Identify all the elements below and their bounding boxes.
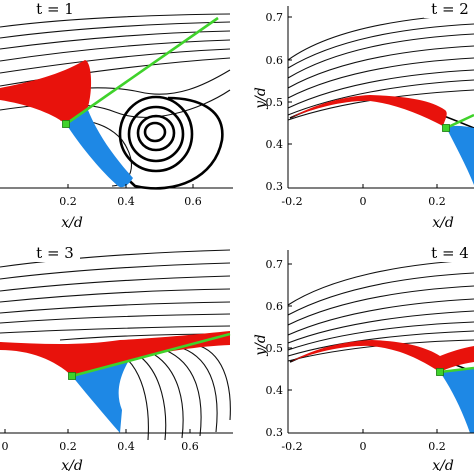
x-tick-label: -0.2: [281, 440, 302, 453]
green-marker-t2: [442, 124, 450, 132]
x-tick-label: -0.2: [281, 195, 302, 208]
green-line-t3: [71, 332, 231, 378]
y-tick-label: 0.6: [266, 300, 284, 313]
streamlines-t3: [0, 249, 231, 441]
blue-region-t3: [72, 362, 128, 433]
x-tick-label: 0.2: [428, 440, 446, 453]
panel-title: t = 3: [36, 244, 74, 262]
red-region-t4: [290, 340, 474, 372]
y-tick-label: 0.5: [266, 96, 284, 109]
x-tick-label: 0.4: [117, 440, 135, 453]
x-tick-label: 0.6: [181, 440, 199, 453]
x-axis-label: x/d: [61, 215, 83, 231]
blue-region-t1: [66, 110, 133, 188]
streamlines-t2: [287, 13, 474, 121]
panel-title: t = 1: [36, 0, 74, 18]
x-tick-label: 0.2: [59, 195, 77, 208]
red-region-t2: [290, 95, 447, 126]
axes-t1: 0.2 0.4 0.6 x/d: [0, 184, 233, 231]
x-tick-label: 0.6: [184, 195, 202, 208]
red-region-t3: [0, 331, 230, 376]
y-tick-label: 0.5: [266, 342, 284, 355]
red-region-t1: [0, 60, 92, 124]
panel-t4: 0.7 0.6 0.5 0.4 0.3 -0.2 0 0.2 x/d y/d t…: [253, 244, 474, 474]
y-tick-label: 0.3: [266, 180, 284, 193]
x-axis-label: x/d: [432, 458, 454, 474]
panel-t2: 0.7 0.6 0.5 0.4 0.3 -0.2 0 0.2 x/d y/d t…: [253, 0, 474, 231]
axes-t4: 0.7 0.6 0.5 0.4 0.3 -0.2 0 0.2 x/d y/d: [253, 250, 474, 474]
y-tick-label: 0.3: [266, 426, 284, 439]
green-marker-t3: [68, 372, 76, 380]
y-axis-label: y/d: [253, 334, 269, 357]
x-axis-label: x/d: [61, 458, 83, 474]
streamlines-t4: [287, 259, 474, 362]
y-tick-label: 0.4: [266, 384, 284, 397]
green-line-t4: [439, 366, 474, 374]
x-tick-label: 0: [2, 440, 9, 453]
green-line-t1: [65, 16, 219, 126]
panel-title: t = 2: [431, 0, 469, 18]
y-tick-label: 0.6: [266, 54, 284, 67]
y-axis-label: y/d: [253, 87, 269, 110]
panel-title: t = 4: [431, 244, 469, 262]
x-tick-label: 0.2: [428, 195, 446, 208]
blue-region-t2: [446, 125, 474, 185]
blue-region-t4: [440, 368, 474, 433]
x-tick-label: 0.2: [59, 440, 77, 453]
x-tick-label: 0.4: [117, 195, 135, 208]
x-tick-label: 0: [360, 195, 367, 208]
x-tick-label: 0: [360, 440, 367, 453]
panel-t1: 0.2 0.4 0.6 x/d t = 1: [0, 0, 233, 231]
y-tick-label: 0.7: [266, 258, 284, 271]
y-tick-label: 0.7: [266, 11, 284, 24]
axes-t2: 0.7 0.6 0.5 0.4 0.3 -0.2 0 0.2 x/d y/d: [253, 6, 474, 231]
x-axis-label: x/d: [432, 215, 454, 231]
green-line-t2: [445, 113, 474, 130]
axes-t3: 0 0.2 0.4 0.6 x/d: [0, 429, 233, 474]
y-tick-label: 0.4: [266, 138, 284, 151]
green-marker-t1: [62, 120, 70, 128]
green-marker-t4: [436, 368, 444, 376]
panel-t3: 0 0.2 0.4 0.6 x/d t = 3: [0, 244, 233, 474]
